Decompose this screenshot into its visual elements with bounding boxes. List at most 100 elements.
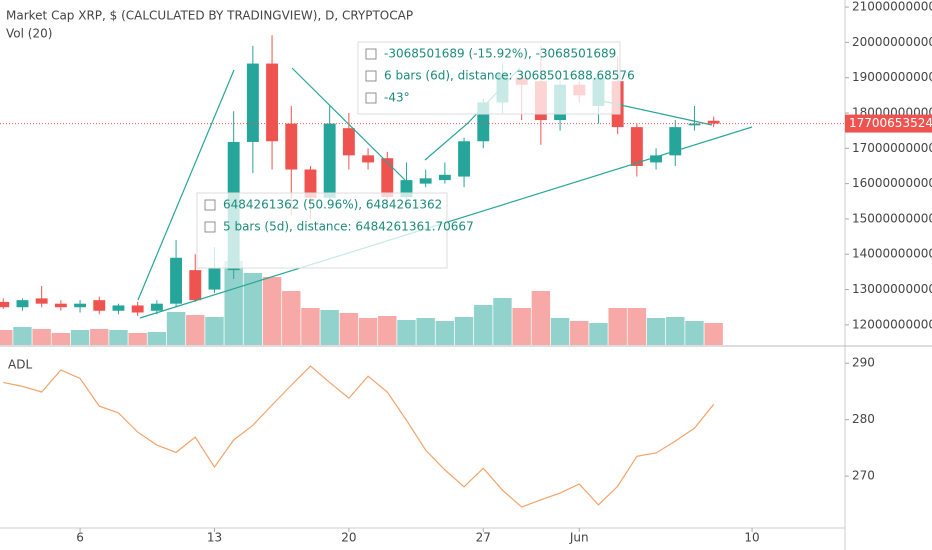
volume-bar [13,327,32,345]
indicator-line [3,365,715,508]
indicator-label: ADL [8,358,32,372]
volume-bar [186,315,205,345]
candle-body [131,305,144,313]
candle-body [93,300,106,311]
y-tick-label: 280 [852,412,875,426]
y-tick-label: 20000000000 [852,35,932,49]
volume [0,261,723,345]
volume-bar [320,310,339,345]
candle-body [35,298,48,304]
y-tick-label: 13000000000 [852,282,932,296]
volume-bar [32,329,51,345]
candle-body [381,158,394,198]
volume-bar [627,308,647,345]
volume-bar [205,317,224,345]
candle-body [170,257,183,304]
volume-bar [570,321,589,345]
candle-body [458,141,471,177]
volume-bar [262,277,282,345]
y-tick-label: 290 [852,356,875,370]
trend-line [137,69,235,301]
last-price-label: 17700653524 [849,116,932,130]
y-tick-label: 16000000000 [852,176,932,190]
candle-body [419,178,432,184]
volume-bar [493,298,512,345]
candle-body [150,303,163,311]
y-tick-label: 270 [852,469,875,483]
y-tick-label: 19000000000 [852,70,932,84]
y-tick-label: 12000000000 [852,317,932,331]
volume-bar [90,329,109,345]
candle-body [438,174,451,181]
candle-body [669,127,682,156]
x-tick-label: Jun [569,531,589,545]
candle-body [0,301,10,308]
last-price-box [845,114,932,133]
volume-bar [70,330,90,345]
chart-title: Market Cap XRP, $ (CALCULATED BY TRADING… [6,9,413,23]
volume-bar [109,330,128,345]
candle-body [323,123,336,198]
candle-body [707,120,720,124]
volume-bar [666,317,685,345]
y-tick-label: 15000000000 [852,211,932,225]
candle-body [74,303,87,308]
candle-body [208,268,221,290]
annotation-icon [365,92,377,104]
candle-body [266,63,279,142]
candle-body [304,169,317,198]
volume-bar [685,321,704,345]
volume-bar [128,333,147,345]
volume-bar [301,308,320,345]
candle-body [16,300,29,308]
volume-bar [339,313,359,345]
x-tick-label: 6 [76,531,84,545]
candle-body [630,127,643,166]
candle-body [362,155,375,163]
volume-bar [531,291,551,345]
x-tick-label: 27 [476,531,491,545]
volume-bar [646,318,666,345]
volume-bar [378,316,397,345]
volume-bar [397,320,416,345]
volume-bar [358,318,378,345]
annotation-icon [365,48,377,60]
annotation-box [357,41,621,115]
volume-bar [51,333,71,345]
y-tick-label: 14000000000 [852,247,932,261]
x-tick-label: 20 [341,531,356,545]
volume-bar [550,318,570,345]
x-tick-label: 13 [207,531,222,545]
volume-bar [166,312,186,345]
candle-body [285,123,298,170]
annotation-text: 6 bars (6d), distance: 3068501688.68576 [384,69,635,83]
annotation-text: -43° [384,91,410,105]
volume-bar [608,308,627,345]
volume-bar [224,261,243,345]
candle-body [688,123,701,126]
volume-label: Vol (20) [6,27,52,41]
volume-bar [435,321,455,345]
volume-bar [416,318,435,345]
volume-bar [512,308,531,345]
candle-body [246,63,259,142]
annotation-text: 5 bars (5d), distance: 6484261361.70667 [223,220,474,234]
candle-body [54,303,67,308]
candle-body [400,180,413,198]
candle-body [477,102,490,142]
annotation-icon [204,221,216,233]
candle-body [650,155,663,163]
candle-body [112,305,125,311]
candle-body [342,128,355,156]
candle-body [189,270,202,301]
volume-bar [704,323,723,345]
annotation-text: 6484261362 (50.96%), 6484261362 [223,198,442,212]
annotation-icon [204,199,216,211]
annotation-box [196,192,448,269]
volume-bar [147,332,167,345]
volume-bar [282,291,301,345]
annotation-icon [365,70,377,82]
volume-bar [454,317,474,345]
x-tick-label: 10 [744,531,759,545]
